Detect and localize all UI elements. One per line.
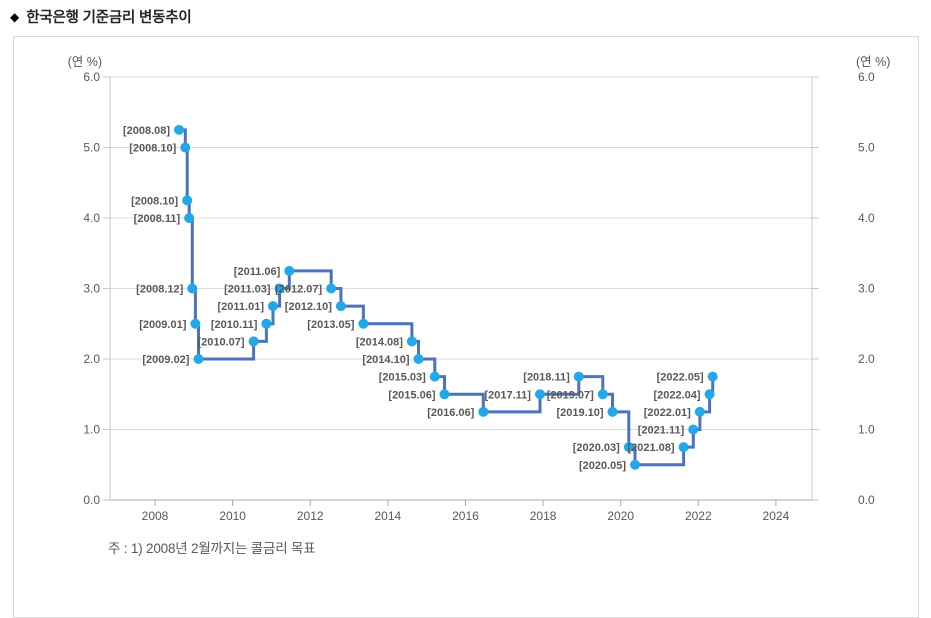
x-tick-label: 2024 bbox=[763, 509, 790, 523]
y-tick-label-left: 3.0 bbox=[83, 282, 100, 296]
data-point-label: [2021.11] bbox=[638, 425, 685, 437]
data-point-label: [2009.01] bbox=[139, 319, 186, 331]
data-point-marker bbox=[261, 318, 272, 329]
data-point-marker bbox=[406, 336, 417, 347]
data-point-marker bbox=[623, 442, 634, 453]
x-tick-label: 2014 bbox=[374, 509, 401, 523]
data-point-marker bbox=[248, 336, 259, 347]
data-point-marker bbox=[478, 406, 489, 417]
y-tick-label-left: 1.0 bbox=[83, 423, 100, 437]
data-point-marker bbox=[267, 301, 278, 312]
y-tick-label-right: 2.0 bbox=[858, 352, 875, 366]
data-point-marker bbox=[704, 389, 715, 400]
data-point-label: [2014.10] bbox=[362, 354, 409, 366]
data-point-label: [2015.06] bbox=[388, 389, 435, 401]
y-tick-label-right: 3.0 bbox=[858, 282, 875, 296]
data-point-label: [2015.03] bbox=[379, 372, 426, 384]
y-tick-label-right: 1.0 bbox=[858, 423, 875, 437]
data-point-marker bbox=[694, 406, 705, 417]
data-point-marker bbox=[184, 213, 195, 223]
base-rate-step-chart: 0.0 0.0 1.0 1.0 2.0 2.0 3.0 3.0 4.0 4.0 5.0 5.0 6.0 6… bbox=[68, 55, 891, 523]
diamond-bullet-icon: ◆ bbox=[10, 9, 20, 24]
data-point-label: [2014.08] bbox=[356, 336, 403, 348]
data-point-marker bbox=[597, 389, 608, 400]
data-point-label: [2017.11] bbox=[484, 389, 531, 401]
y-tick-label-right: 4.0 bbox=[858, 211, 875, 225]
data-point-label: [2020.05] bbox=[579, 460, 626, 472]
data-point-marker bbox=[326, 283, 337, 294]
data-point-label: [2016.06] bbox=[427, 407, 474, 419]
data-point-label: [2020.03] bbox=[573, 442, 620, 454]
data-point-marker bbox=[174, 124, 185, 135]
x-tick-label: 2008 bbox=[142, 509, 169, 523]
data-point-label: [2011.01] bbox=[218, 301, 265, 313]
data-point-marker bbox=[358, 318, 369, 329]
y-tick-label-right: 0.0 bbox=[858, 493, 875, 507]
data-point-marker bbox=[630, 459, 641, 470]
data-point-marker bbox=[413, 354, 424, 364]
y-tick-label-right: 6.0 bbox=[858, 70, 875, 84]
data-point-label: [2019.07] bbox=[547, 389, 594, 401]
y-tick-label-left: 5.0 bbox=[83, 141, 100, 155]
y-tick-label-left: 2.0 bbox=[83, 352, 100, 366]
x-tick-label: 2020 bbox=[607, 509, 634, 523]
x-tick-label: 2022 bbox=[685, 509, 712, 523]
data-point-label: [2021.08] bbox=[627, 442, 674, 454]
data-point-label: [2008.10] bbox=[129, 143, 176, 155]
data-point-label: [2013.05] bbox=[307, 319, 354, 331]
data-point-label: [2008.12] bbox=[136, 284, 183, 296]
unit-label-left: (연 %) bbox=[68, 55, 102, 69]
data-point-label: [2011.06] bbox=[234, 266, 281, 278]
data-point-label: [2008.08] bbox=[123, 125, 170, 137]
chart-footnote: 주 : 1) 2008년 2월까지는 콜금리 목표 bbox=[108, 541, 316, 556]
data-point-label: [2022.04] bbox=[653, 389, 700, 401]
data-point-label: [2019.10] bbox=[556, 407, 603, 419]
data-point-label: [2010.07] bbox=[197, 336, 244, 348]
data-point-label: [2012.07] bbox=[275, 284, 322, 296]
data-point-label: [2022.01] bbox=[644, 407, 691, 419]
x-tick-label: 2012 bbox=[297, 509, 324, 523]
data-point-marker bbox=[274, 283, 285, 294]
unit-label-right: (연 %) bbox=[856, 55, 890, 69]
data-point-label: [2008.10] bbox=[131, 195, 178, 207]
data-point-label: [2010.11] bbox=[211, 319, 258, 331]
data-point-marker bbox=[180, 142, 191, 153]
data-point-label: [2022.05] bbox=[657, 372, 704, 384]
data-point-label: [2012.10] bbox=[285, 301, 332, 313]
data-point-marker bbox=[193, 354, 204, 364]
page-title-label: 한국은행 기준금리 변동추이 bbox=[26, 10, 192, 26]
data-point-marker bbox=[707, 371, 718, 382]
data-point-marker bbox=[534, 389, 545, 400]
data-point-marker bbox=[190, 318, 201, 329]
data-point-label: [2018.11] bbox=[523, 372, 570, 384]
y-tick-label-left: 6.0 bbox=[83, 70, 100, 84]
data-point-label: [2011.03] bbox=[224, 284, 271, 296]
y-tick-label-left: 4.0 bbox=[83, 211, 100, 225]
chart-panel: 0.0 0.0 1.0 1.0 2.0 2.0 3.0 3.0 4.0 4.0 5.0 5.0 6.0 6… bbox=[13, 36, 919, 618]
data-point-marker bbox=[573, 371, 584, 382]
x-tick-label: 2016 bbox=[452, 509, 479, 523]
data-point-label: [2008.11] bbox=[134, 213, 181, 225]
data-point-marker bbox=[182, 195, 193, 206]
data-point-marker bbox=[187, 283, 198, 294]
data-point-marker bbox=[335, 301, 346, 312]
x-tick-label: 2018 bbox=[530, 509, 557, 523]
data-point-marker bbox=[429, 371, 440, 382]
data-point-marker bbox=[607, 406, 618, 417]
data-point-marker bbox=[678, 442, 689, 453]
y-tick-label-left: 0.0 bbox=[83, 493, 100, 507]
y-tick-label-right: 5.0 bbox=[858, 141, 875, 155]
data-point-marker bbox=[439, 389, 450, 400]
data-point-marker bbox=[688, 424, 699, 435]
x-tick-label: 2010 bbox=[219, 509, 246, 523]
page-title: ◆ 한국은행 기준금리 변동추이 bbox=[10, 6, 192, 27]
data-point-label: [2009.02] bbox=[142, 354, 189, 366]
data-point-marker bbox=[284, 265, 295, 276]
